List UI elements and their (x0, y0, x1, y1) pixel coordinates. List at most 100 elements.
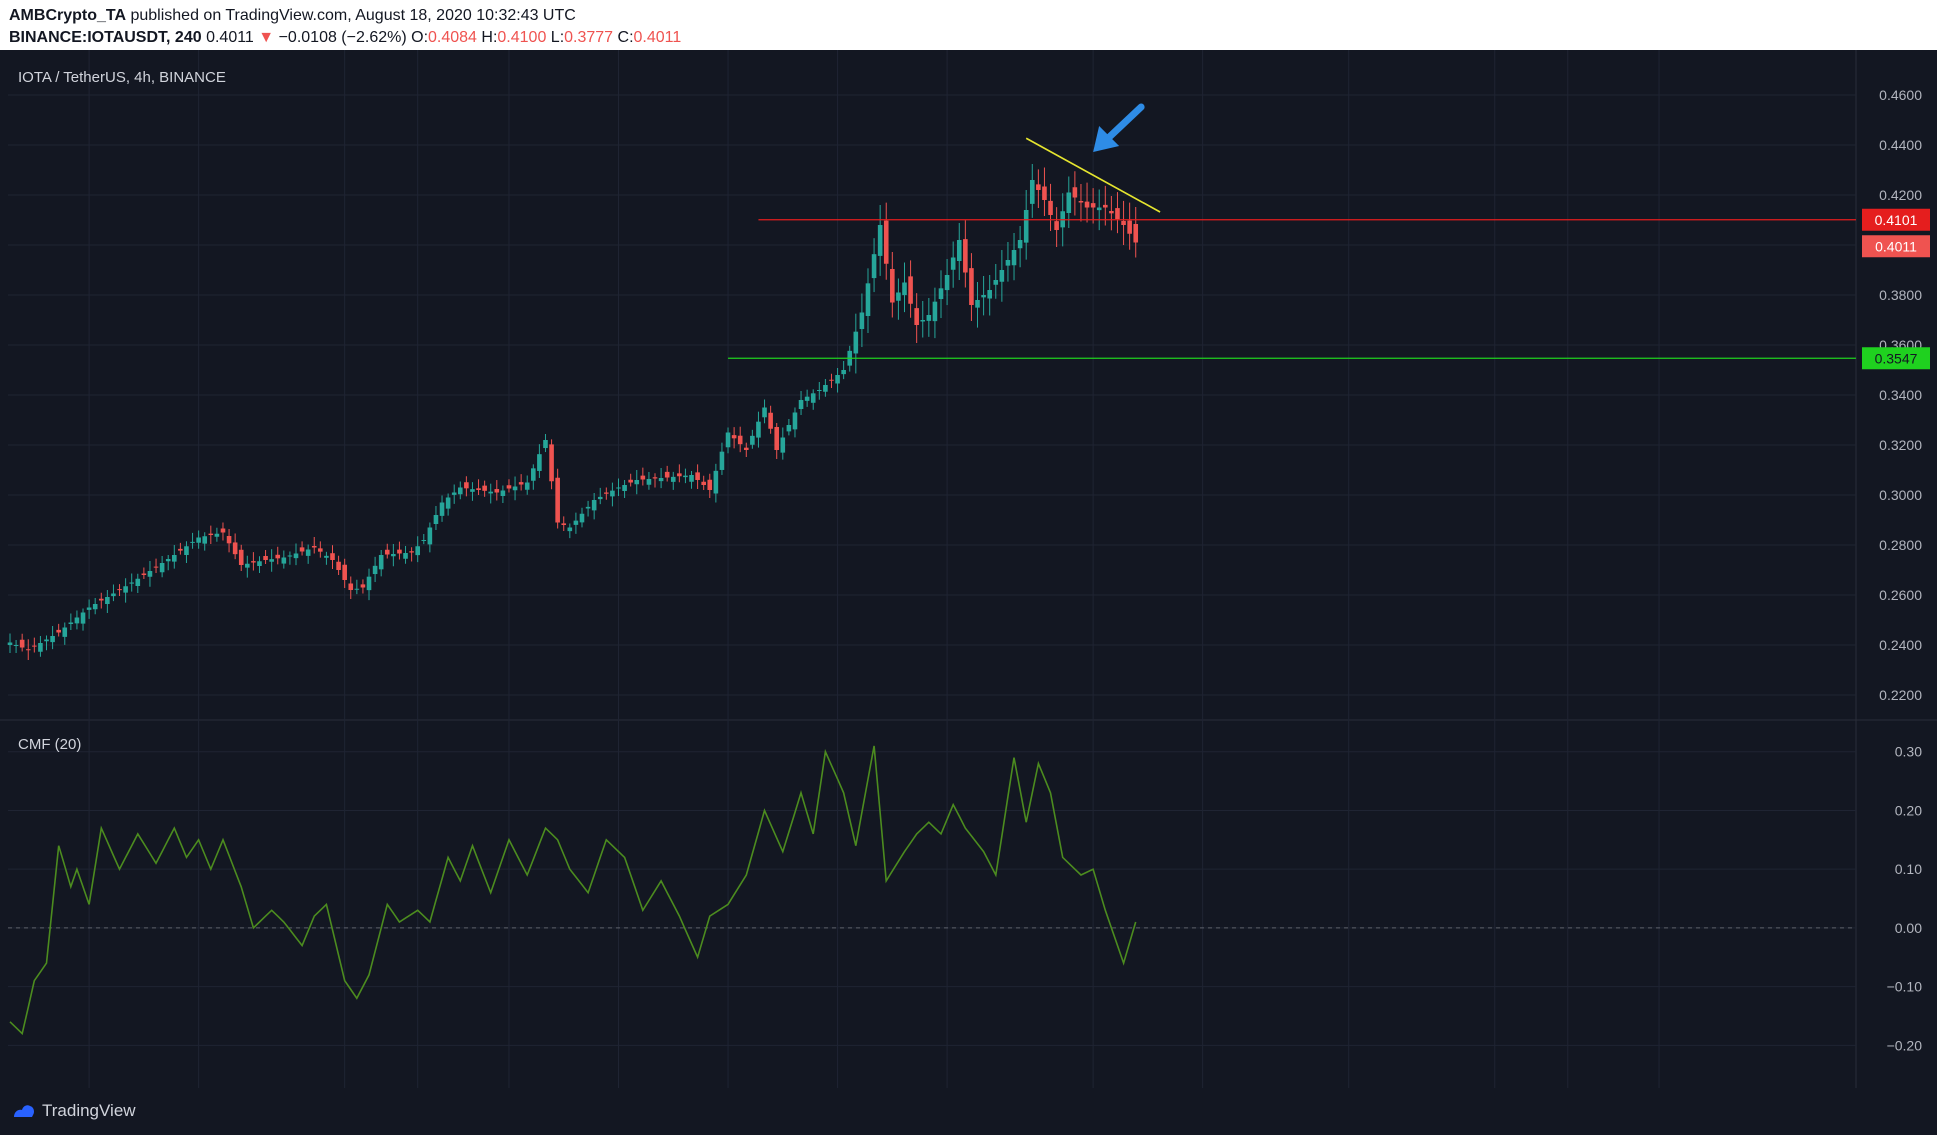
chart-area[interactable]: 0.46000.44000.42000.40000.38000.36000.34… (0, 50, 1937, 1088)
publisher-name[interactable]: AMBCrypto_TA (9, 7, 127, 24)
candle-body (634, 480, 640, 485)
candle-body (62, 627, 68, 637)
candle-body (159, 563, 165, 573)
candle-body (311, 546, 317, 548)
candle-body (226, 536, 232, 544)
published-text: published on TradingView.com, August 18,… (126, 7, 576, 24)
candle-body (664, 471, 670, 478)
candle-body (804, 396, 810, 401)
candle-body (652, 477, 658, 479)
candle-body (792, 412, 798, 430)
candle-body (1084, 201, 1090, 208)
tradingview-logo[interactable]: TradingView (12, 1101, 136, 1121)
candle-body (178, 548, 183, 551)
candle-body (318, 548, 323, 552)
candle-body (123, 586, 128, 593)
publish-header: AMBCrypto_TA published on TradingView.co… (0, 0, 1937, 50)
candle-body (232, 542, 238, 555)
candle-body (658, 478, 664, 482)
publish-info: AMBCrypto_TA published on TradingView.co… (9, 7, 576, 25)
candle-body (171, 555, 177, 562)
candle-body (451, 492, 457, 495)
cmf-line (9, 745, 1137, 1036)
candle-body (604, 492, 609, 494)
candle-body (768, 412, 773, 429)
candle-body (701, 481, 706, 485)
candle-body (457, 487, 463, 495)
price-tick-label: 0.3000 (1879, 487, 1922, 503)
candle-body (731, 435, 737, 439)
candle-body (890, 269, 895, 303)
candle-body (415, 546, 420, 556)
candle-body (640, 475, 646, 480)
candle-body (531, 468, 536, 481)
footer: TradingView (0, 1088, 1937, 1135)
candle-body (926, 315, 932, 321)
candle-body (1103, 204, 1108, 208)
candle-body (445, 497, 451, 509)
candle-body (342, 564, 347, 580)
candle-body (853, 331, 859, 354)
candle-body (105, 597, 110, 604)
candle-body (774, 427, 780, 450)
candle-body (1072, 187, 1078, 198)
candle-body (190, 541, 195, 543)
candle-body (147, 571, 153, 577)
candle-body (518, 482, 524, 485)
candle-body (354, 588, 360, 590)
price-pane[interactable] (7, 103, 1856, 660)
last-price-label: 0.4011 (1875, 238, 1917, 254)
low-label: L: (550, 29, 565, 46)
candle-body (403, 553, 408, 559)
candle-body (32, 645, 37, 647)
cmf-tick-label: 0.20 (1895, 802, 1922, 818)
candle-body (391, 554, 396, 557)
candle-body (275, 554, 281, 559)
candle-body (902, 282, 907, 296)
candle-body (561, 523, 567, 525)
candle-body (1042, 186, 1047, 200)
candle-body (969, 268, 974, 305)
candle-body (877, 225, 883, 256)
candle-body (628, 479, 633, 483)
candle-body (944, 275, 950, 291)
candle-body (56, 629, 61, 633)
candle-body (488, 491, 494, 494)
candle-body (810, 393, 816, 403)
candle-body (1048, 200, 1053, 215)
candle-body (439, 502, 445, 516)
price-tick-label: 0.4600 (1879, 87, 1922, 103)
candle-body (1078, 201, 1084, 203)
price-tick-label: 0.2200 (1879, 687, 1922, 703)
candle-body (591, 500, 597, 511)
open-value: 0.4084 (428, 29, 477, 46)
candle-body (610, 490, 615, 497)
candle-body (245, 563, 250, 568)
candle-body (324, 555, 329, 558)
candle-body (92, 604, 98, 610)
candle-body (835, 375, 840, 384)
candle-body (1133, 224, 1139, 243)
candle-body (196, 537, 201, 543)
cmf-tick-label: 0.00 (1895, 920, 1922, 936)
cmf-pane-title: CMF (20) (18, 736, 81, 753)
candle-body (579, 513, 585, 523)
candle-body (68, 622, 74, 624)
candle-body (257, 561, 262, 566)
cmf-pane[interactable] (8, 745, 1856, 1036)
candle-body (433, 515, 439, 524)
candle-body (378, 555, 384, 570)
candle-body (1054, 221, 1059, 230)
candle-body (743, 447, 749, 450)
candle-body (762, 407, 767, 418)
candle-body (1121, 220, 1126, 225)
candle-body (80, 612, 86, 624)
candle-body (165, 559, 171, 562)
price-tick-label: 0.2600 (1879, 587, 1922, 603)
candle-body (750, 435, 755, 445)
price-tick-label: 0.4400 (1879, 137, 1922, 153)
candle-body (543, 440, 548, 449)
candle-body (1036, 184, 1041, 190)
candle-body (409, 551, 414, 553)
tradingview-brand: TradingView (42, 1101, 136, 1120)
